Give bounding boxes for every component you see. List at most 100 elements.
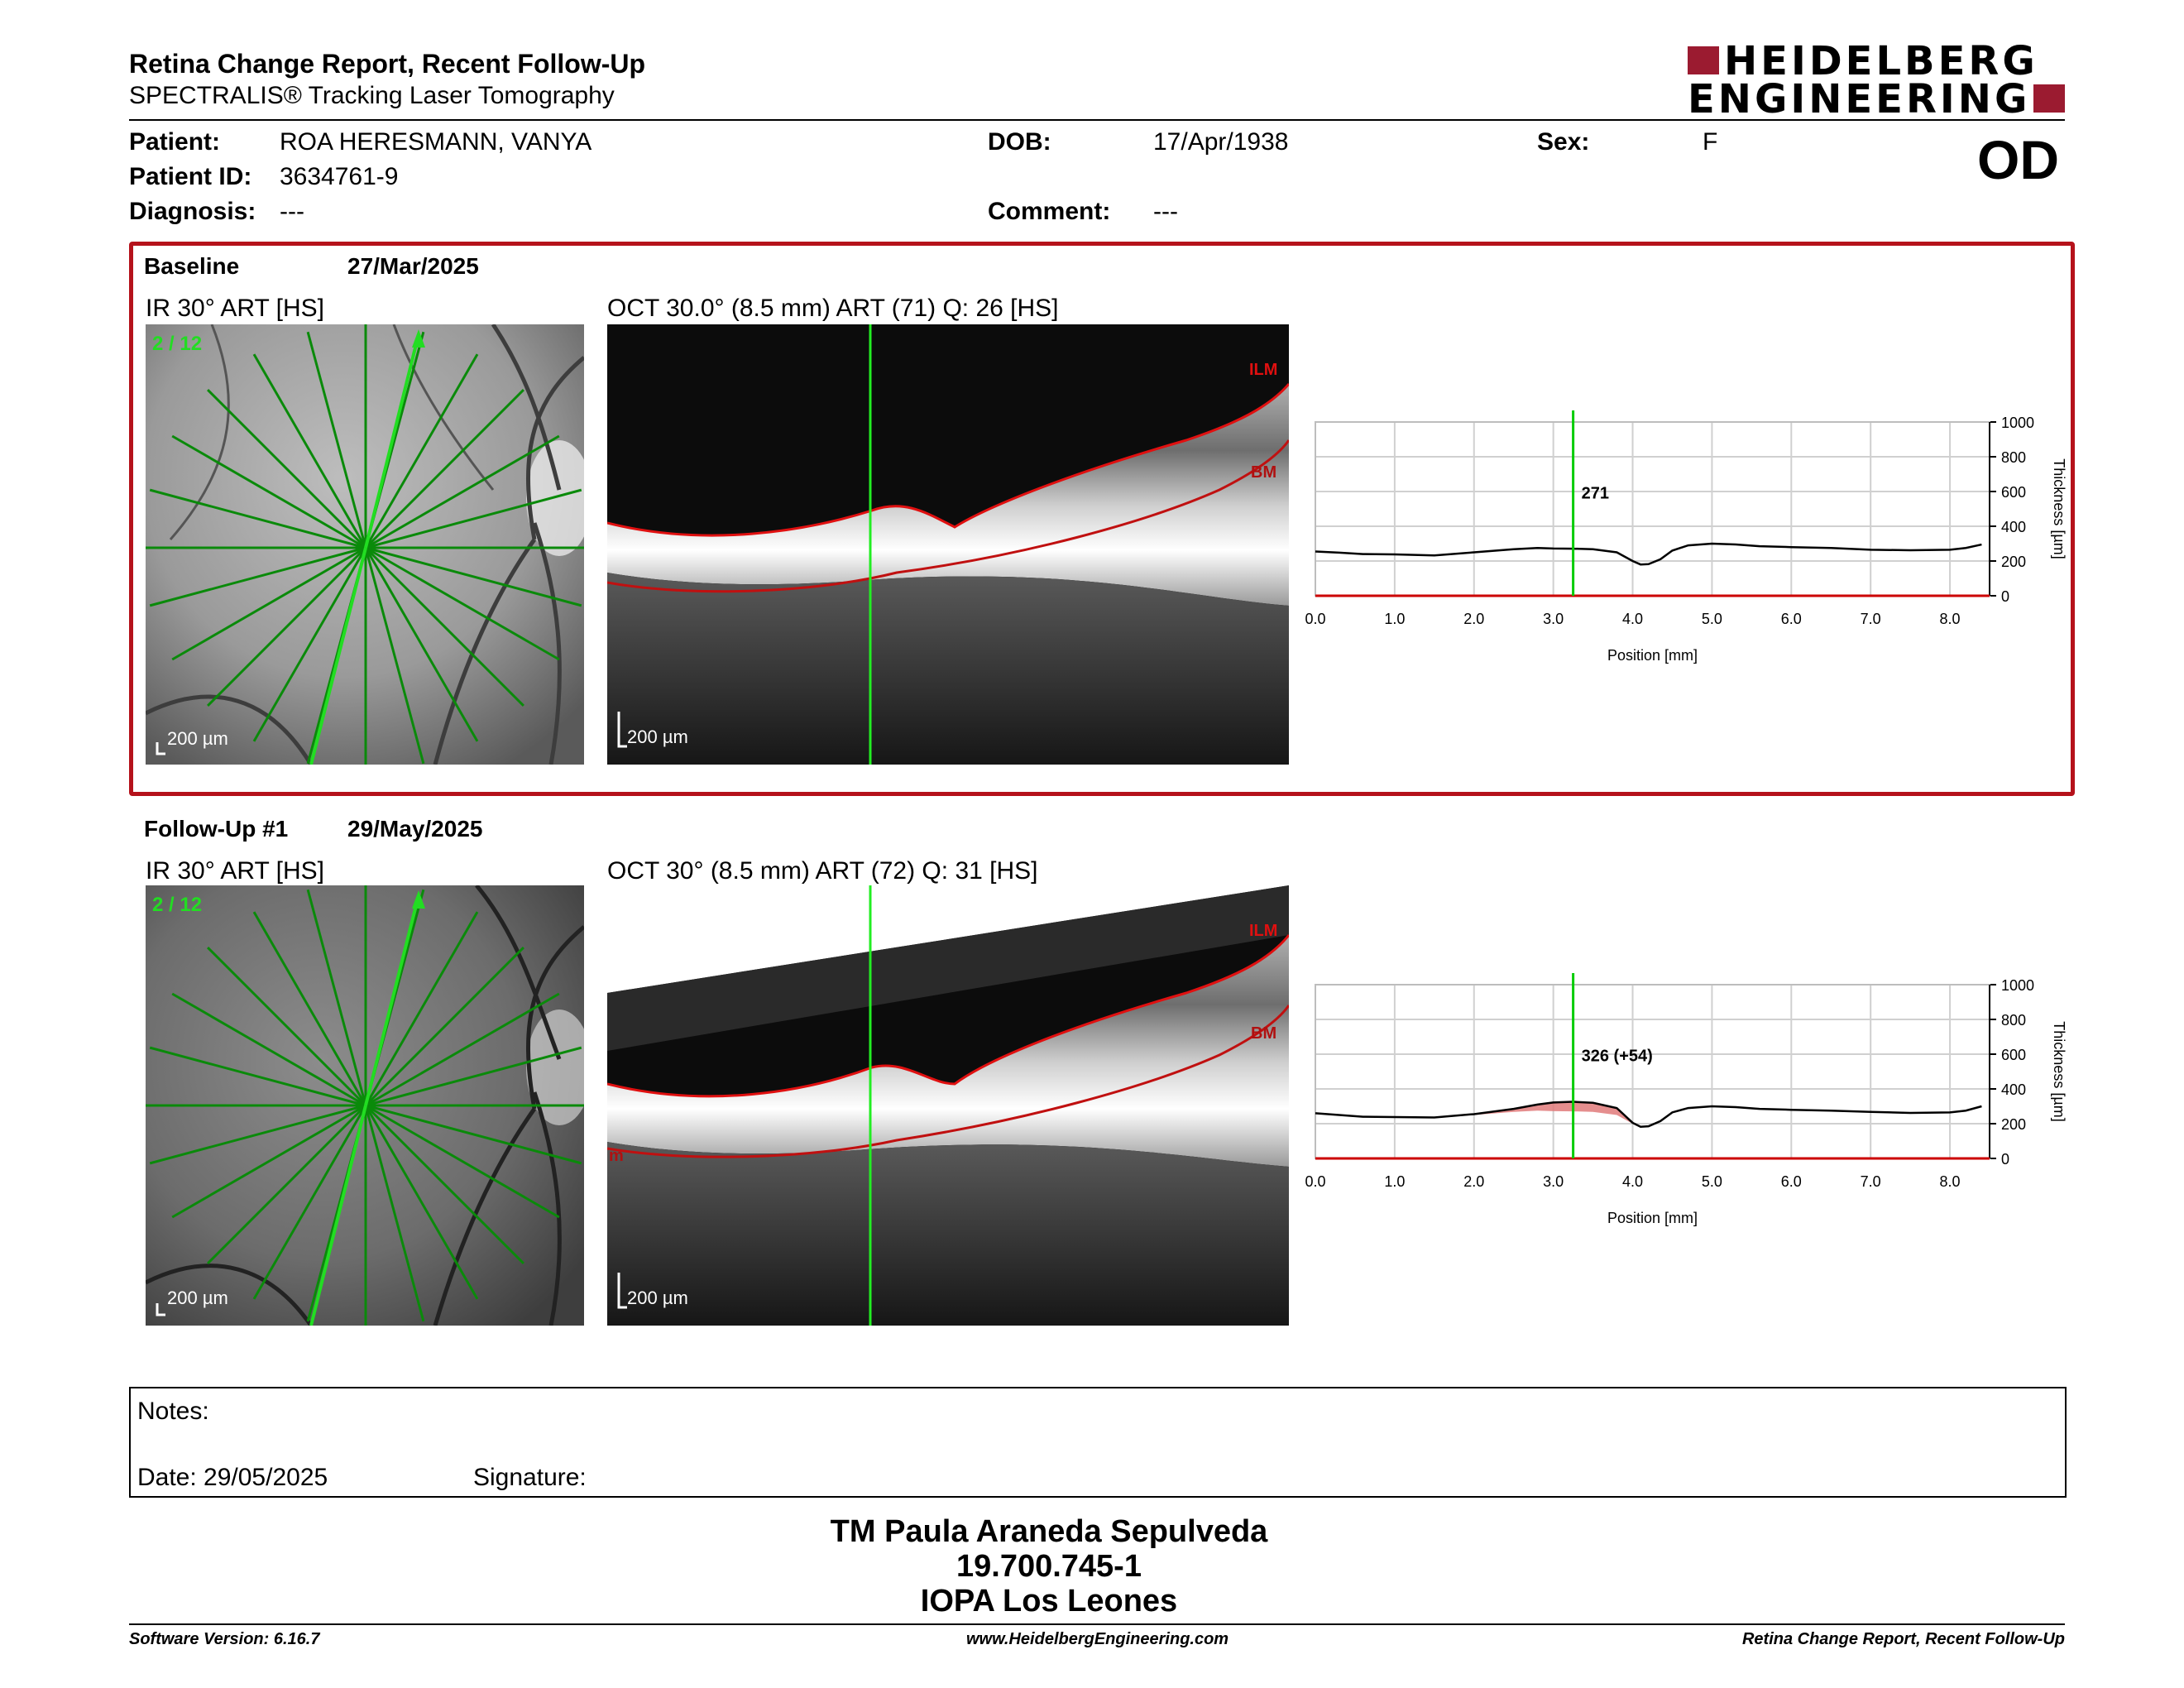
baseline-ir-image[interactable]: 2 / 12 200 µm: [146, 324, 584, 765]
patient-name: ROA HERESMANN, VANYA: [280, 128, 592, 156]
radial-scan-line: [364, 947, 524, 1107]
dob-value: 17/Apr/1938: [1153, 128, 1289, 156]
radial-scan-line: [306, 331, 367, 549]
y-tick-label: 400: [2001, 1081, 2026, 1098]
logo-word-bottom: ENGINEERING: [1688, 76, 2031, 122]
radial-scan-line: [365, 546, 560, 661]
y-tick-label: 0: [2001, 588, 2009, 605]
stamp-id: 19.700.745-1: [956, 1549, 1142, 1584]
logo-square-top: [1688, 46, 1719, 74]
diagnosis-label: Diagnosis:: [129, 198, 256, 225]
baseline-oct-image[interactable]: ILM BM 200 µm: [607, 324, 1289, 765]
followup-thickness-chart: 0.0 1.0 2.0 3.0 4.0 5.0 6.0 7.0 8.0 0 200 400 600 800…: [1305, 973, 2067, 1226]
followup-date: 29/May/2025: [347, 816, 483, 842]
stamp-name: TM Paula Araneda Sepulveda: [830, 1514, 1268, 1549]
baseline-bm-label: BM: [1251, 463, 1277, 482]
x-tick-label: 6.0: [1781, 611, 1802, 627]
x-tick-label: 2.0: [1463, 1173, 1484, 1190]
radial-scan-line: [149, 1104, 366, 1165]
x-tick-label: 8.0: [1940, 611, 1961, 627]
radial-scan-line: [171, 434, 366, 549]
x-tick-label: 5.0: [1702, 611, 1722, 627]
x-tick-label: 1.0: [1384, 611, 1405, 627]
eye-indicator: OD: [1977, 129, 2059, 190]
radial-scan-line: [171, 1104, 366, 1219]
followup-label: Follow-Up #1: [144, 816, 289, 842]
notes-date: Date: 29/05/2025: [137, 1464, 328, 1491]
baseline-ilm-label: ILM: [1249, 361, 1278, 379]
signature-label[interactable]: Signature:: [473, 1464, 587, 1491]
radial-scan-line: [365, 992, 560, 1107]
followup-oct-image[interactable]: ILM BM m 200 µm: [607, 885, 1289, 1326]
baseline-date: 27/Mar/2025: [347, 253, 479, 279]
chart-plot: 0.0 1.0 2.0 3.0 4.0 5.0 6.0 7.0 8.0 0 200 400 600 800…: [1305, 410, 2067, 664]
radial-scan-line: [364, 1105, 479, 1300]
y-tick-label: 600: [2001, 484, 2026, 501]
radial-scan-line: [149, 1046, 366, 1107]
radial-scan-line: [252, 547, 367, 742]
baseline-ir-graphic: [146, 324, 584, 765]
radial-scan-line: [364, 1105, 425, 1322]
plot-frame: [1315, 984, 1990, 1159]
y-tick-label: 1000: [2001, 415, 2034, 431]
x-tick-label: 4.0: [1622, 1173, 1643, 1190]
software-version: Software Version: 6.16.7: [129, 1630, 320, 1648]
followup-ilm-label: ILM: [1249, 922, 1278, 940]
followup-ir-title: IR 30° ART [HS]: [146, 857, 324, 885]
baseline-oct-graphic: [607, 324, 1289, 765]
radial-scan-line: [364, 547, 425, 765]
footer-rule: [129, 1623, 2065, 1625]
x-tick-label: 0.0: [1305, 611, 1325, 627]
radial-scan-line: [364, 546, 524, 707]
followup-ir-graphic: [146, 885, 584, 1326]
x-tick-label: 7.0: [1861, 1173, 1881, 1190]
baseline-oct-scale: 200 µm: [627, 727, 688, 747]
dob-label: DOB:: [988, 128, 1051, 156]
chart-plot: 0.0 1.0 2.0 3.0 4.0 5.0 6.0 7.0 8.0 0 200 400 600 800…: [1305, 973, 2067, 1226]
baseline-ir-scale: 200 µm: [167, 728, 228, 749]
radial-scan-line: [149, 488, 366, 549]
radial-scan-line: [365, 546, 582, 607]
comment-value: ---: [1153, 198, 1178, 225]
x-tick-label: 7.0: [1861, 611, 1881, 627]
followup-ir-image[interactable]: 2 / 12 200 µm: [146, 885, 584, 1326]
patient-id: 3634761-9: [280, 163, 399, 190]
patient-id-label: Patient ID:: [129, 163, 252, 190]
x-tick-label: 2.0: [1463, 611, 1484, 627]
radial-scan-line: [365, 1104, 560, 1219]
header-rule: [129, 119, 2065, 121]
diagnosis-value: ---: [280, 198, 304, 225]
baseline-ir-title: IR 30° ART [HS]: [146, 295, 324, 322]
followup-bm-label: BM: [1251, 1024, 1277, 1043]
sex-value: F: [1703, 128, 1718, 156]
followup-oct-title: OCT 30° (8.5 mm) ART (72) Q: 31 [HS]: [607, 857, 1038, 885]
radial-scan-line: [171, 992, 366, 1107]
x-tick-label: 0.0: [1305, 1173, 1325, 1190]
radial-scan-line: [252, 353, 367, 549]
x-tick-label: 3.0: [1543, 1173, 1564, 1190]
radial-scan-line: [207, 1104, 367, 1264]
radial-scan-line: [365, 1104, 582, 1165]
report-title: Retina Change Report, Recent Follow-Up: [129, 49, 646, 79]
logo-square-bottom: [2033, 84, 2065, 113]
radial-scan-line: [365, 488, 582, 549]
stamp-institution: IOPA Los Leones: [920, 1584, 1178, 1618]
x-tick-label: 1.0: [1384, 1173, 1405, 1190]
y-tick-label: 400: [2001, 519, 2026, 535]
x-tick-label: 8.0: [1940, 1173, 1961, 1190]
radial-scan-line: [306, 889, 367, 1106]
x-tick-label: 4.0: [1622, 611, 1643, 627]
cursor-value-label: 271: [1582, 484, 1609, 502]
radial-scan-line: [252, 911, 367, 1106]
thickness-series-line: [1315, 1101, 1982, 1129]
baseline-panel-frame: [129, 242, 2075, 796]
radial-scan-line: [364, 1104, 524, 1264]
stamp-block: TM Paula Araneda Sepulveda 19.700.745-1 …: [0, 1514, 2184, 1618]
radial-scan-line: [207, 389, 367, 549]
followup-m-label: m: [609, 1147, 624, 1165]
cursor-value-label: 326 (+54): [1582, 1047, 1653, 1065]
radial-scan-line: [149, 546, 366, 607]
website-link[interactable]: www.HeidelbergEngineering.com: [966, 1630, 1229, 1648]
notes-box[interactable]: Notes: Date: 29/05/2025 Signature:: [129, 1387, 2067, 1498]
x-tick-label: 6.0: [1781, 1173, 1802, 1190]
